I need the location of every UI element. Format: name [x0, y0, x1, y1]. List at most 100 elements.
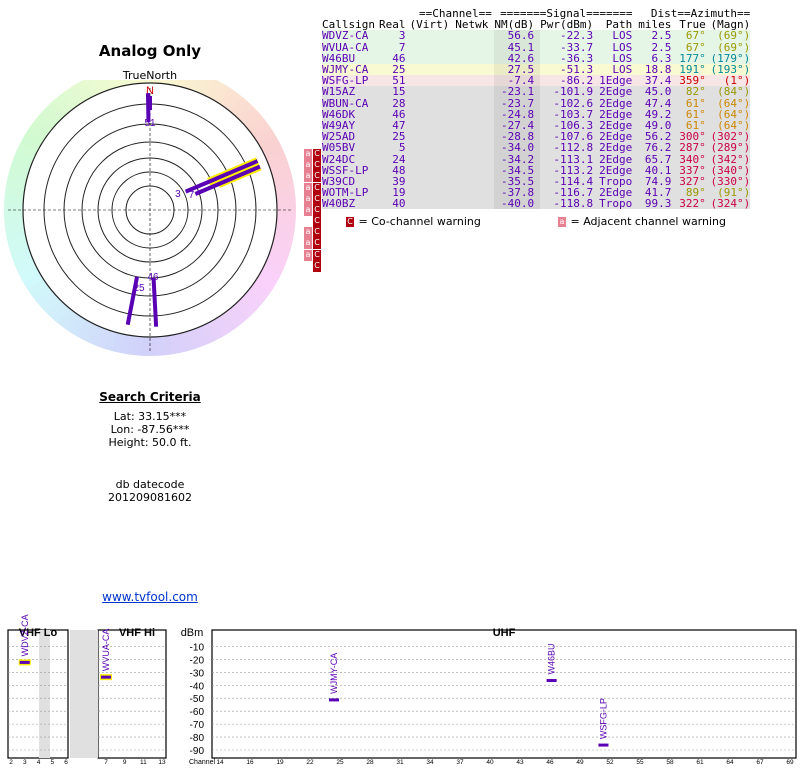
cell-path: LOS	[612, 29, 633, 43]
x-tick-label: 25	[336, 759, 344, 766]
cell-callsign: WSSF-LP	[322, 163, 369, 177]
row-warning-flags	[304, 133, 322, 144]
adjacent-warning-icon: a	[304, 182, 312, 194]
cell-true: 337°	[679, 163, 706, 177]
cell-path: 2Edge	[599, 152, 633, 166]
cell-magn: (91°)	[717, 186, 751, 200]
cell-true: 61°	[685, 107, 706, 121]
spectrum-section-label: VHF Lo	[19, 627, 58, 639]
cell-path: 2Edge	[599, 130, 633, 144]
azimuth-color-segment	[239, 106, 260, 126]
cell-virt	[409, 53, 455, 64]
cell-real: 48	[392, 163, 406, 177]
cell-nm: 27.5	[494, 63, 541, 76]
row-warning-flags: C	[304, 256, 322, 272]
x-tick-label: 6	[64, 759, 68, 766]
azimuth-color-segment	[276, 194, 296, 205]
azimuth-color-segment	[201, 80, 218, 98]
azimuth-color-segment	[23, 129, 45, 147]
cell-pwr: -51.3	[559, 63, 594, 77]
azimuth-color-segment	[262, 261, 284, 278]
tvfool-link[interactable]: www.tvfool.com	[102, 590, 198, 604]
spectrum-section-label: VHF Hi	[119, 627, 155, 639]
azimuth-color-segment	[57, 307, 76, 329]
adjacent-warning-icon: a	[304, 148, 312, 160]
y-tick-label: -20	[190, 655, 205, 666]
azimuth-color-segment	[83, 80, 100, 97]
station-line	[151, 277, 159, 327]
station-line-label: 3	[175, 189, 181, 200]
cell-magn: (340°)	[710, 163, 751, 177]
cell-dist: 49.0	[644, 118, 672, 132]
azimuth-color-segment	[229, 304, 248, 325]
cell-nm: -23.1	[494, 86, 541, 98]
dist-group-header: Dist	[650, 7, 678, 21]
azimuth-color-segment	[10, 248, 32, 263]
azimuth-color-segment	[213, 83, 231, 105]
cell-nm: 42.6	[494, 52, 541, 64]
x-tick-label: 16	[246, 759, 254, 766]
azimuth-color-segment	[64, 86, 82, 108]
row-warning-flags: C	[304, 211, 322, 228]
cochannel-warning-icon: C	[313, 160, 321, 172]
spectrum-gridlines: -10-20-30-40-50-60-70-80-902 3 4 5 6 7 9 11 13 Ch…	[8, 642, 796, 766]
db-datecode: db datecode 201209081602	[60, 478, 240, 504]
x-tick-label: 5	[50, 759, 54, 766]
cell-magn: (289°)	[710, 141, 751, 155]
cell-real: 25	[392, 63, 406, 77]
cell-magn: (69°)	[717, 29, 751, 43]
adjacent-warning-icon: a	[558, 217, 566, 227]
cell-real: 28	[392, 96, 406, 110]
cell-path: 2Edge	[599, 85, 633, 99]
cell-nm: -23.7	[494, 97, 541, 109]
cell-magn: (330°)	[710, 174, 751, 188]
cell-true: 340°	[679, 152, 706, 166]
azimuth-color-segment	[276, 202, 296, 212]
x-axis-label: Channel	[189, 759, 216, 766]
azimuth-color-segment	[252, 279, 273, 297]
cell-dist: 40.1	[644, 163, 672, 177]
cell-pwr: -113.2	[553, 163, 594, 177]
azimuth-color-segment	[256, 130, 278, 148]
spectrum-bar	[598, 743, 609, 747]
cochannel-warning-icon: C	[313, 216, 321, 228]
cell-magn: (69°)	[717, 40, 751, 54]
y-tick-label: -40	[190, 681, 205, 692]
azimuth-color-segment	[5, 178, 27, 191]
azimuth-color-segment	[273, 229, 295, 242]
station-line-label: 51	[144, 118, 156, 129]
station-line	[194, 164, 261, 196]
cell-true: 82°	[685, 85, 706, 99]
station-line-label: 7	[189, 190, 195, 201]
col-real: Real	[378, 18, 406, 32]
cell-path: 2Edge	[599, 186, 633, 200]
cell-netwk	[455, 109, 494, 120]
cell-virt	[409, 64, 455, 75]
cell-true: 287°	[679, 141, 706, 155]
azimuth-color-segment	[16, 260, 37, 277]
adjacent-legend: a = Adjacent channel warning	[558, 215, 726, 228]
adjacent-warning-icon: a	[304, 204, 312, 216]
azimuth-color-segment	[19, 266, 41, 283]
spectrum-chart: VHF Lo VHF Hi UHF dBm -10 -20 -30 -40 -50 -60 -70…	[7, 614, 797, 766]
azimuth-color-segment	[26, 278, 48, 296]
azimuth-color-segment	[259, 267, 281, 285]
cell-true: 322°	[679, 197, 706, 211]
azimuth-color-segment	[4, 215, 24, 226]
datecode-value: 201209081602	[108, 491, 192, 504]
x-tick-label: 52	[606, 759, 614, 766]
cell-magn: (342°)	[710, 152, 751, 166]
cell-pwr: -102.6	[553, 96, 594, 110]
azimuth-color-segment	[229, 96, 249, 117]
cell-netwk	[455, 176, 494, 187]
cell-real: 39	[392, 174, 406, 188]
cell-netwk	[455, 64, 494, 75]
cell-nm: -24.8	[494, 108, 541, 120]
cell-real: 3	[398, 29, 406, 43]
cell-real: 46	[392, 107, 406, 121]
azimuth-color-segment	[268, 157, 290, 172]
azimuth-color-segment	[8, 163, 30, 178]
cochannel-warning-icon: C	[313, 182, 321, 194]
group-header-row: ==Channel== =======Signal======= Dist ==…	[322, 8, 750, 19]
